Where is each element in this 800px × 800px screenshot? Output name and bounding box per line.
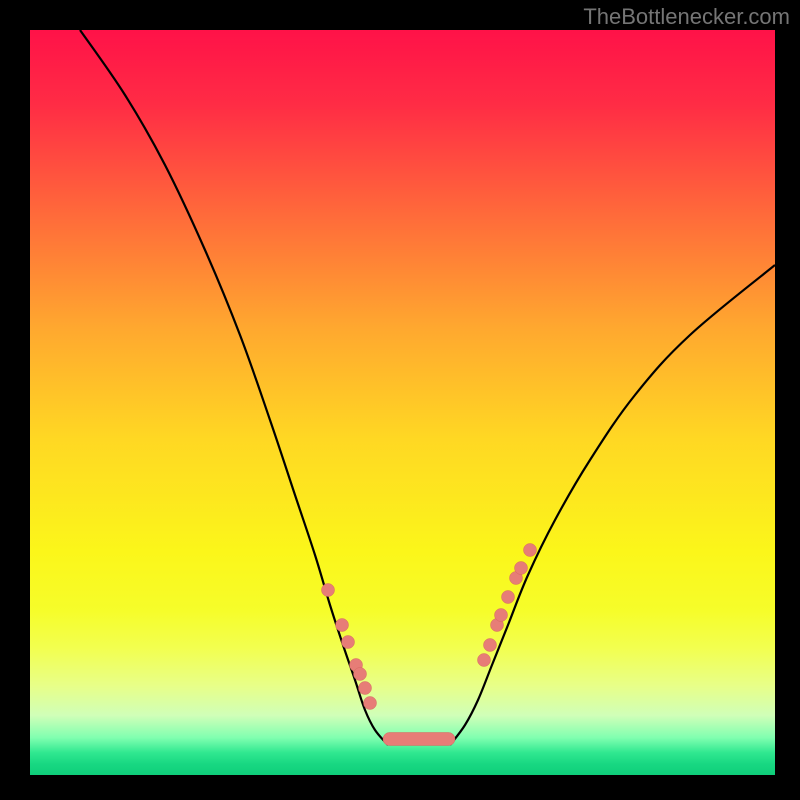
bottleneck-chart	[0, 0, 800, 800]
data-marker	[336, 619, 349, 632]
plot-background	[30, 30, 775, 775]
data-marker	[484, 639, 497, 652]
data-marker	[354, 668, 367, 681]
data-marker	[359, 682, 372, 695]
data-marker	[342, 636, 355, 649]
watermark-text: TheBottlenecker.com	[583, 4, 790, 30]
data-marker	[515, 562, 528, 575]
data-marker	[502, 591, 515, 604]
data-marker	[364, 697, 377, 710]
data-marker	[322, 584, 335, 597]
bottom-marker-strip	[383, 733, 455, 746]
data-marker	[495, 609, 508, 622]
data-marker	[524, 544, 537, 557]
data-marker	[478, 654, 491, 667]
